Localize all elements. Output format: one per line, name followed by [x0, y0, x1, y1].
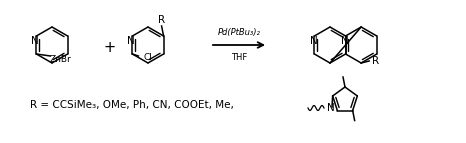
Text: N: N: [341, 36, 349, 46]
Text: THF: THF: [231, 52, 247, 61]
Text: +: +: [104, 39, 116, 54]
Text: R: R: [158, 15, 165, 25]
Text: Cl: Cl: [144, 53, 153, 62]
Text: Pd(PtBu₃)₂: Pd(PtBu₃)₂: [218, 28, 260, 37]
Text: R = CCSiMe₃, OMe, Ph, CN, COOEt, Me,: R = CCSiMe₃, OMe, Ph, CN, COOEt, Me,: [30, 100, 234, 110]
Text: ZnBr: ZnBr: [49, 54, 71, 63]
Text: N: N: [31, 36, 38, 46]
Text: N: N: [127, 36, 134, 46]
Text: N: N: [309, 36, 317, 46]
Text: N: N: [327, 103, 335, 113]
Text: R: R: [371, 56, 379, 66]
